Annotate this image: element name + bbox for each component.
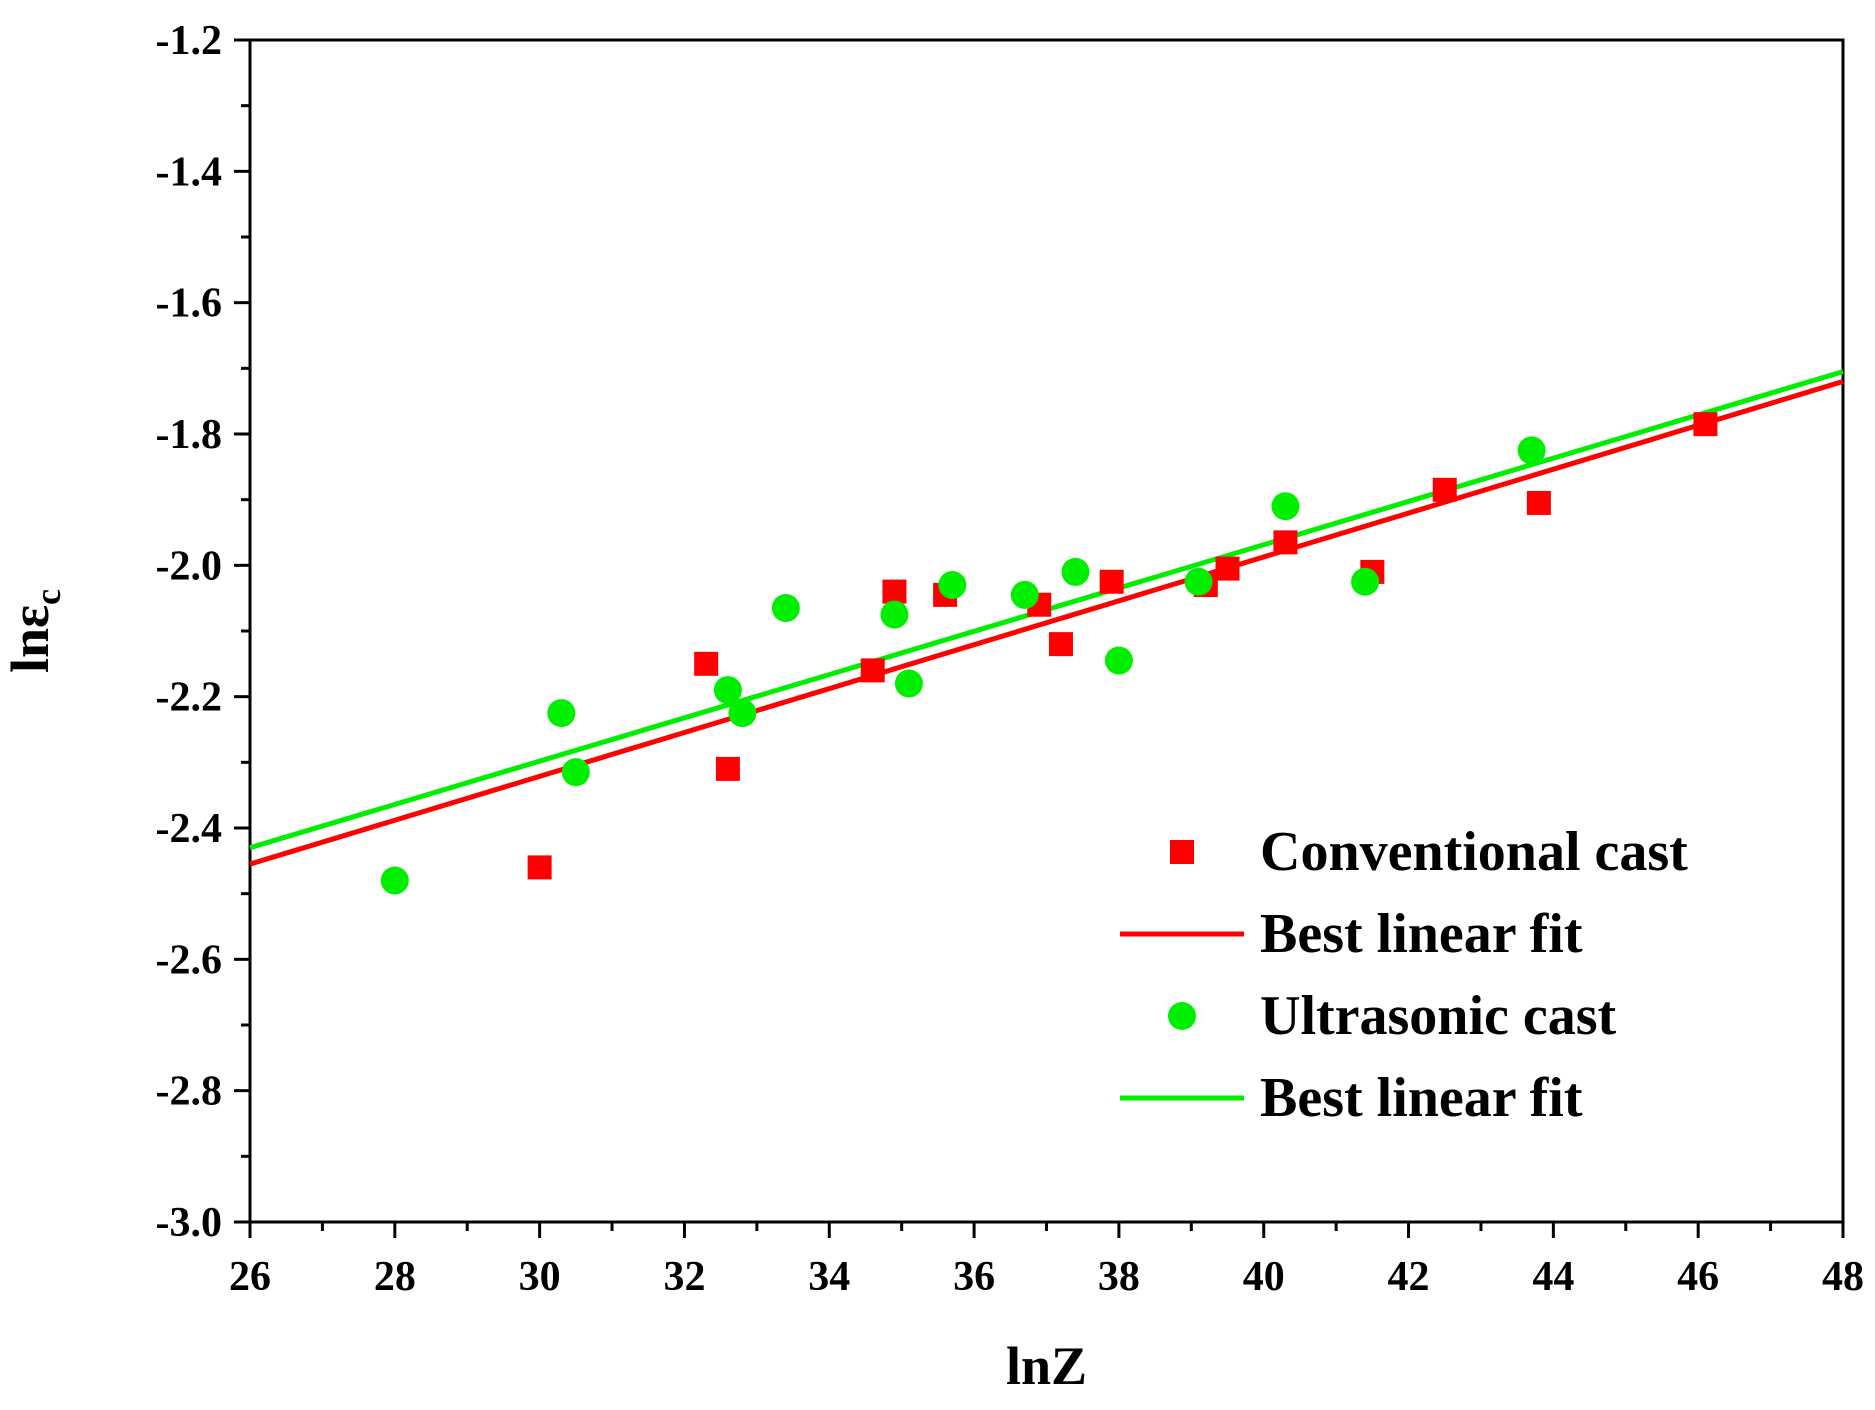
fit-lines [249,369,1844,867]
data-point-square [1099,569,1124,594]
data-point-square [1273,530,1298,555]
fit-line [249,379,1844,867]
x-tick-label: 44 [1532,1254,1574,1300]
x-tick-label: 30 [519,1254,561,1300]
legend-label: Best linear fit [1260,903,1583,965]
data-points [380,412,1718,895]
data-point-square [1693,412,1718,437]
y-tick-label: -2.4 [156,806,223,852]
data-point-square [882,579,907,604]
y-tick-label: -2.2 [156,675,223,721]
data-point-square [860,658,885,683]
legend-marker-circle [1168,1002,1196,1030]
minor-ticks [241,104,1773,1231]
data-point-circle [880,600,909,629]
data-point-circle [1061,557,1090,586]
data-point-square [694,651,719,676]
x-tick-label: 28 [374,1254,416,1300]
data-point-square [527,855,552,880]
x-tick-label: 42 [1388,1254,1430,1300]
y-tick-label: -1.4 [156,149,223,195]
data-point-circle [1010,580,1039,609]
data-point-square [715,756,740,781]
legend-label: Best linear fit [1260,1067,1583,1129]
y-tick-label: -1.6 [156,281,223,327]
y-axis-ticks: -3.0 -2.8 -2.6 -2.4 -2.2 -2.0 -1.8 -1.6 -1.4 -1.2 [156,18,250,1246]
x-axis-ticks: 26 28 30 32 34 36 38 40 42 44 46 48 [229,1222,1864,1300]
y-axis-title-subscript: c [28,589,68,605]
x-tick-label: 36 [953,1254,995,1300]
data-point-circle [380,866,409,895]
data-point-square [1215,556,1240,581]
data-point-square [1048,632,1073,657]
y-tick-label: -2.6 [156,937,223,983]
data-point-circle [561,758,590,787]
legend-marker-square [1170,840,1194,864]
y-tick-label: -3.0 [156,1200,223,1246]
x-tick-label: 38 [1098,1254,1140,1300]
y-tick-label: -2.8 [156,1069,223,1115]
x-tick-label: 40 [1243,1254,1285,1300]
x-axis-title: lnZ [1006,1336,1087,1396]
y-axis-title-main: lnε [0,605,60,673]
x-tick-label: 34 [808,1254,850,1300]
x-tick-label: 26 [229,1254,271,1300]
data-point-circle [547,699,576,728]
x-tick-label: 32 [663,1254,705,1300]
x-tick-label: 46 [1677,1254,1719,1300]
data-point-square [1432,477,1457,502]
data-point-circle [894,669,923,698]
legend-label: Conventional cast [1260,821,1688,883]
data-point-circle [1517,436,1546,465]
legend-label: Ultrasonic cast [1260,985,1617,1047]
data-point-circle [771,594,800,623]
y-tick-label: -1.2 [156,18,223,64]
y-axis-title: lnεc [0,589,68,673]
legend: Conventional cast Best linear fit Ultrason… [1120,821,1688,1129]
y-tick-label: -2.0 [156,543,223,589]
data-point-circle [1184,567,1213,596]
data-point-circle [1351,567,1380,596]
data-point-circle [938,571,967,600]
data-point-circle [1104,646,1133,675]
y-tick-label: -1.8 [156,412,223,458]
data-point-circle [728,699,757,728]
data-point-circle [1271,492,1300,521]
x-tick-label: 48 [1822,1254,1864,1300]
data-point-square [1526,490,1551,515]
data-point-circle [713,676,742,705]
